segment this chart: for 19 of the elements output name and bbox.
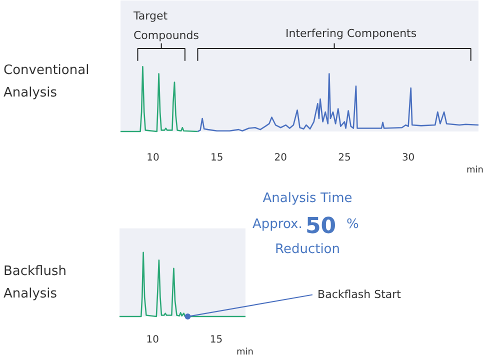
- text: 50: [306, 214, 336, 239]
- text: %: [346, 217, 359, 232]
- annotation: Backflash Start: [318, 288, 402, 302]
- x-tick-label: 15: [210, 152, 224, 164]
- x-axis-title: min: [236, 348, 254, 357]
- text: Backflush Analysis: [4, 264, 67, 302]
- text: Target Compounds: [132, 9, 200, 42]
- x-tick-label: 10: [146, 152, 160, 164]
- x-tick-label: 20: [274, 152, 288, 164]
- text: Analysis Time: [262, 191, 352, 206]
- x-tick-label: 25: [338, 152, 351, 164]
- x-tick-label: 30: [402, 152, 415, 164]
- text: Reduction: [275, 242, 340, 257]
- text: Approx.: [252, 217, 302, 232]
- x-tick-label: 15: [210, 334, 223, 346]
- text: Conventional Analysis: [4, 62, 90, 100]
- x-tick-label: 10: [146, 334, 159, 346]
- text: Interfering Components: [286, 27, 417, 40]
- x-axis-title: min: [466, 166, 484, 176]
